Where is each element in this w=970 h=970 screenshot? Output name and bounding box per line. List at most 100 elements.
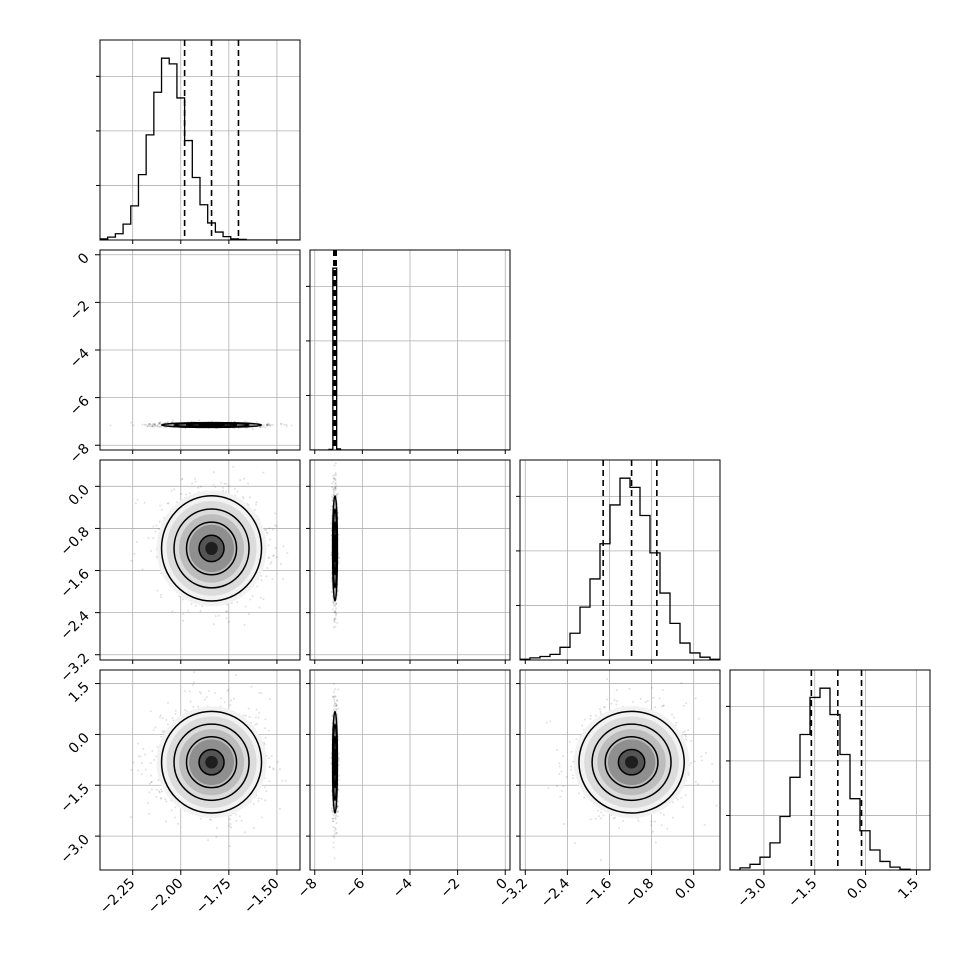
scatter-point — [172, 719, 175, 722]
scatter-point — [332, 704, 335, 707]
scatter-point — [146, 425, 149, 428]
scatter-point — [155, 755, 158, 758]
scatter-point — [253, 508, 256, 511]
scatter-point — [223, 701, 226, 704]
scatter-point — [330, 522, 333, 525]
scatter-point — [335, 614, 338, 617]
scatter-point — [335, 494, 338, 497]
y-tick-label: 0.0 — [66, 730, 93, 757]
scatter-point — [160, 788, 163, 791]
scatter-point — [331, 486, 334, 489]
scatter-point — [556, 748, 559, 751]
x-axis-0: −2.25 −2.00 −1.75 −1.50 — [97, 870, 283, 917]
scatter-point — [661, 705, 664, 708]
scatter-point — [160, 735, 163, 738]
scatter-point — [150, 780, 153, 783]
scatter-point — [332, 682, 335, 685]
scatter-point — [334, 482, 337, 485]
scatter-point — [333, 688, 336, 691]
scatter-point — [194, 604, 197, 607]
scatter-point — [203, 698, 206, 701]
scatter-point — [182, 619, 185, 622]
scatter-point — [639, 697, 642, 700]
scatter-point — [279, 562, 282, 565]
scatter-point — [558, 765, 561, 768]
scatter-point — [174, 709, 177, 712]
scatter-point — [684, 794, 687, 797]
scatter-point — [333, 477, 336, 480]
scatter-point — [332, 604, 335, 607]
y-tick-label: −2 — [67, 298, 93, 324]
scatter-point — [333, 695, 336, 698]
scatter-point — [336, 718, 339, 721]
density-content — [129, 671, 287, 848]
scatter-point — [575, 738, 578, 741]
scatter-point — [335, 704, 338, 707]
scatter-point — [230, 602, 233, 605]
scatter-point — [599, 712, 602, 715]
scatter-point — [269, 538, 272, 541]
scatter-point — [215, 827, 218, 830]
scatter-point — [187, 609, 190, 612]
density-content — [109, 419, 293, 431]
contour-line — [160, 495, 263, 602]
scatter-point — [183, 709, 186, 712]
scatter-point — [336, 715, 339, 718]
x-axis-2: −3.2 −2.4 −1.6 −0.8 0.0 — [496, 870, 700, 911]
y-tick-label: −0.8 — [57, 524, 92, 559]
scatter-point — [171, 610, 174, 613]
scatter-point — [331, 817, 334, 820]
scatter-point — [264, 718, 267, 721]
scatter-point — [684, 734, 687, 737]
scatter-point — [680, 796, 683, 799]
scatter-point — [158, 790, 161, 793]
scatter-point — [250, 685, 253, 688]
scatter-point — [603, 706, 606, 709]
scatter-point — [143, 423, 146, 426]
y-tick-label: −6 — [67, 393, 93, 419]
scatter-point — [336, 815, 339, 818]
scatter-point — [156, 425, 159, 428]
scatter-point — [333, 618, 336, 621]
scatter-point — [331, 499, 334, 502]
scatter-point — [284, 779, 287, 782]
scatter-point — [151, 750, 154, 753]
scatter-point — [689, 762, 692, 765]
scatter-point — [559, 795, 562, 798]
scatter-point — [142, 747, 145, 750]
scatter-point — [265, 423, 268, 426]
scatter-point — [337, 759, 340, 762]
scatter-point — [160, 790, 163, 793]
panel-frame — [99, 669, 301, 871]
scatter-point — [154, 726, 157, 729]
scatter-point — [208, 690, 211, 693]
scatter-point — [332, 487, 335, 490]
histogram-panel-0 — [96, 39, 301, 241]
scatter-point — [331, 696, 334, 699]
scatter-point — [234, 813, 237, 816]
scatter-point — [332, 825, 335, 828]
scatter-point — [568, 740, 571, 743]
scatter-point — [255, 421, 258, 424]
x-axis-1: −8 −6 −4 −2 0 — [295, 870, 511, 901]
scatter-point — [158, 520, 161, 523]
scatter-point — [613, 816, 616, 819]
contour-line — [185, 521, 238, 576]
scatter-point — [272, 554, 275, 557]
scatter-point — [161, 717, 164, 720]
scatter-point — [170, 489, 173, 492]
scatter-point — [332, 834, 335, 837]
scatter-point — [222, 489, 225, 492]
scatter-point — [192, 705, 195, 708]
scatter-point — [260, 596, 263, 599]
scatter-point — [220, 697, 223, 700]
scatter-point — [334, 486, 337, 489]
scatter-point — [158, 425, 161, 428]
scatter-point — [160, 797, 163, 800]
scatter-point — [199, 817, 202, 820]
contour-line — [617, 748, 646, 776]
scatter-point — [711, 780, 714, 783]
scatter-point — [159, 504, 162, 507]
scatter-point — [227, 620, 230, 623]
scatter-point — [334, 487, 337, 490]
